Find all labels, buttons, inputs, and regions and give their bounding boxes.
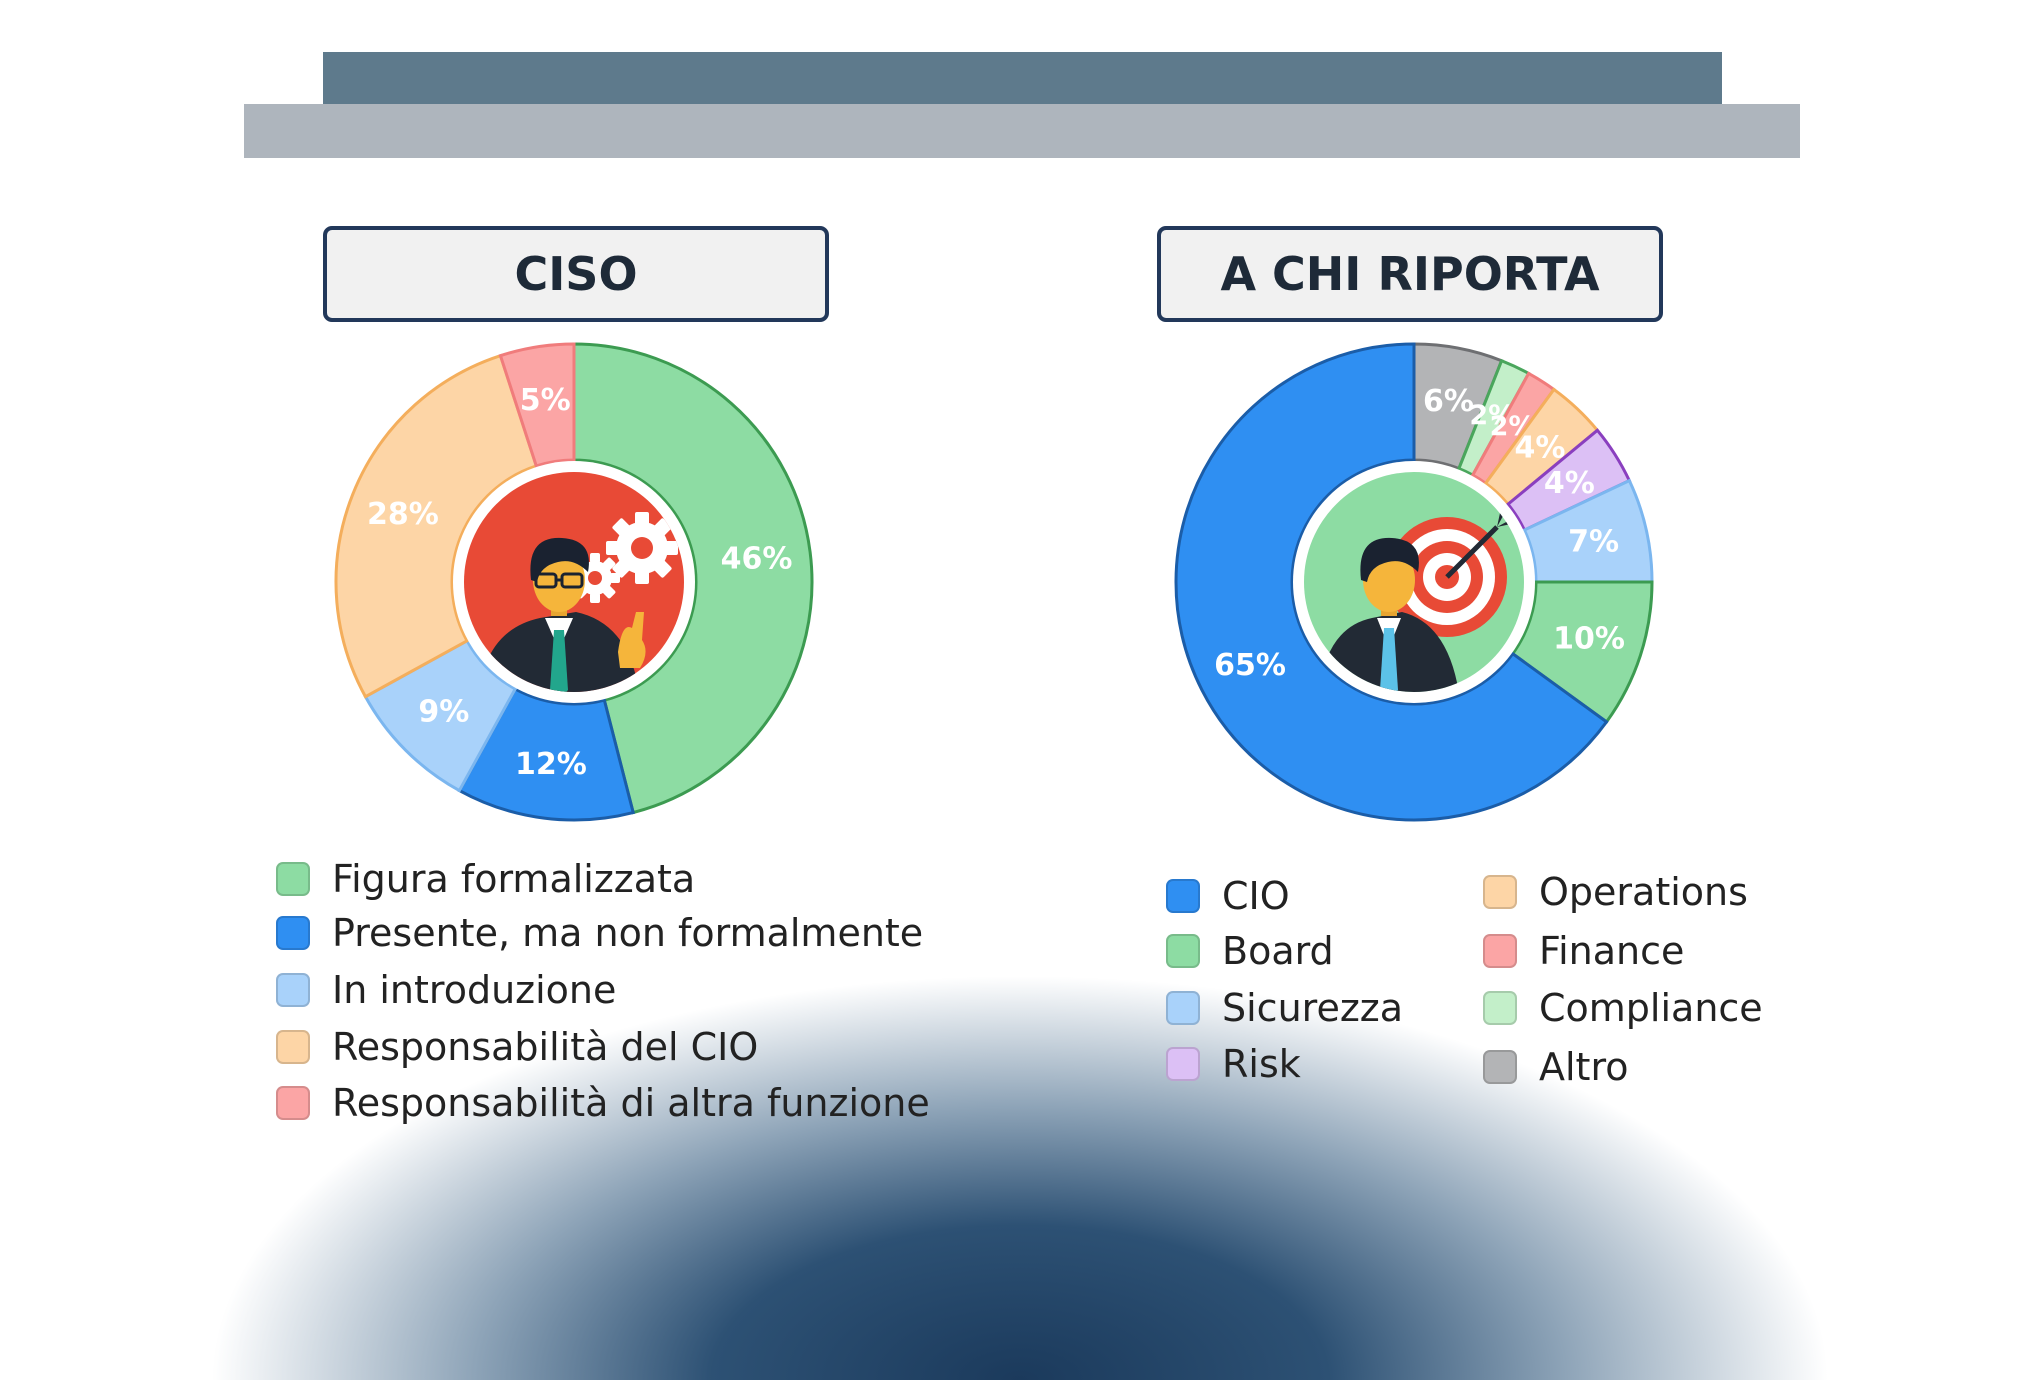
report-slice-label-5: 7%	[1568, 524, 1619, 559]
ciso-slice-label-3: 28%	[367, 497, 439, 532]
legend-label: Figura formalizzata	[332, 857, 696, 901]
legend-swatch	[276, 916, 310, 950]
person-target-icon	[1304, 472, 1524, 692]
legend-label: Responsabilità del CIO	[332, 1025, 759, 1069]
ciso-slice-label-1: 12%	[515, 747, 587, 782]
legend-label: Compliance	[1539, 986, 1763, 1030]
legend-label: Sicurezza	[1222, 986, 1404, 1030]
report-legend-item-operations: Operations	[1483, 870, 1748, 914]
person-gears-icon	[464, 472, 684, 692]
ciso-slice-3	[334, 353, 539, 699]
ciso-legend-item-0: Figura formalizzata	[276, 857, 695, 901]
ciso-slice-4	[498, 342, 576, 468]
ciso-slice-0	[572, 342, 814, 815]
report-slice-label-7: 65%	[1214, 648, 1286, 683]
ciso-slice-label-4: 5%	[520, 383, 571, 418]
legend-swatch	[1166, 934, 1200, 968]
report-slice-label-6: 10%	[1553, 621, 1625, 656]
legend-label: In introduzione	[332, 968, 617, 1012]
legend-label: Operations	[1539, 870, 1748, 914]
legend-swatch	[276, 1086, 310, 1120]
legend-swatch	[1483, 1050, 1517, 1084]
report-legend-item-board: Board	[1166, 929, 1334, 973]
legend-swatch	[1483, 875, 1517, 909]
legend-label: Risk	[1222, 1042, 1301, 1086]
legend-label: Finance	[1539, 929, 1685, 973]
legend-label: Presente, ma non formalmente	[332, 911, 924, 955]
report-legend-item-cio: CIO	[1166, 874, 1290, 918]
ciso-legend-item-3: Responsabilità del CIO	[276, 1025, 758, 1069]
report-legend-item-compliance: Compliance	[1483, 986, 1763, 1030]
report-slice-7	[1174, 342, 1609, 822]
report-title: A CHI RIPORTA	[1157, 226, 1663, 322]
legend-swatch	[1166, 991, 1200, 1025]
report-slice-label-3: 4%	[1514, 430, 1565, 465]
charts-canvas: 46%12%9%28%5% 6%2%2%4%4%7%10%65%	[334, 342, 1654, 822]
legend-swatch	[276, 862, 310, 896]
legend-label: Altro	[1539, 1045, 1629, 1089]
ciso-slice-label-2: 9%	[418, 695, 469, 730]
report-slice-label-4: 4%	[1544, 466, 1595, 501]
ciso-legend-item-2: In introduzione	[276, 968, 616, 1012]
header-bar-front	[323, 52, 1722, 104]
legend-swatch	[1166, 879, 1200, 913]
legend-label: Board	[1222, 929, 1334, 973]
ciso-title: CISO	[323, 226, 829, 322]
legend-swatch	[276, 1030, 310, 1064]
legend-swatch	[1166, 1047, 1200, 1081]
ciso-legend-item-4: Responsabilità di altra funzione	[276, 1081, 930, 1125]
report-slice-label-0: 6%	[1423, 384, 1474, 419]
ciso-slice-label-0: 46%	[721, 541, 793, 576]
legend-label: CIO	[1222, 874, 1290, 918]
legend-swatch	[1483, 934, 1517, 968]
legend-label: Responsabilità di altra funzione	[332, 1081, 930, 1125]
legend-swatch	[1483, 991, 1517, 1025]
report-legend-item-sicurezza: Sicurezza	[1166, 986, 1403, 1030]
legend-swatch	[276, 973, 310, 1007]
ciso-legend-item-1: Presente, ma non formalmente	[276, 911, 923, 955]
header-bar-back	[244, 104, 1800, 158]
report-legend-item-altro: Altro	[1483, 1045, 1629, 1089]
report-legend-item-finance: Finance	[1483, 929, 1684, 973]
report-legend-item-risk: Risk	[1166, 1042, 1301, 1086]
